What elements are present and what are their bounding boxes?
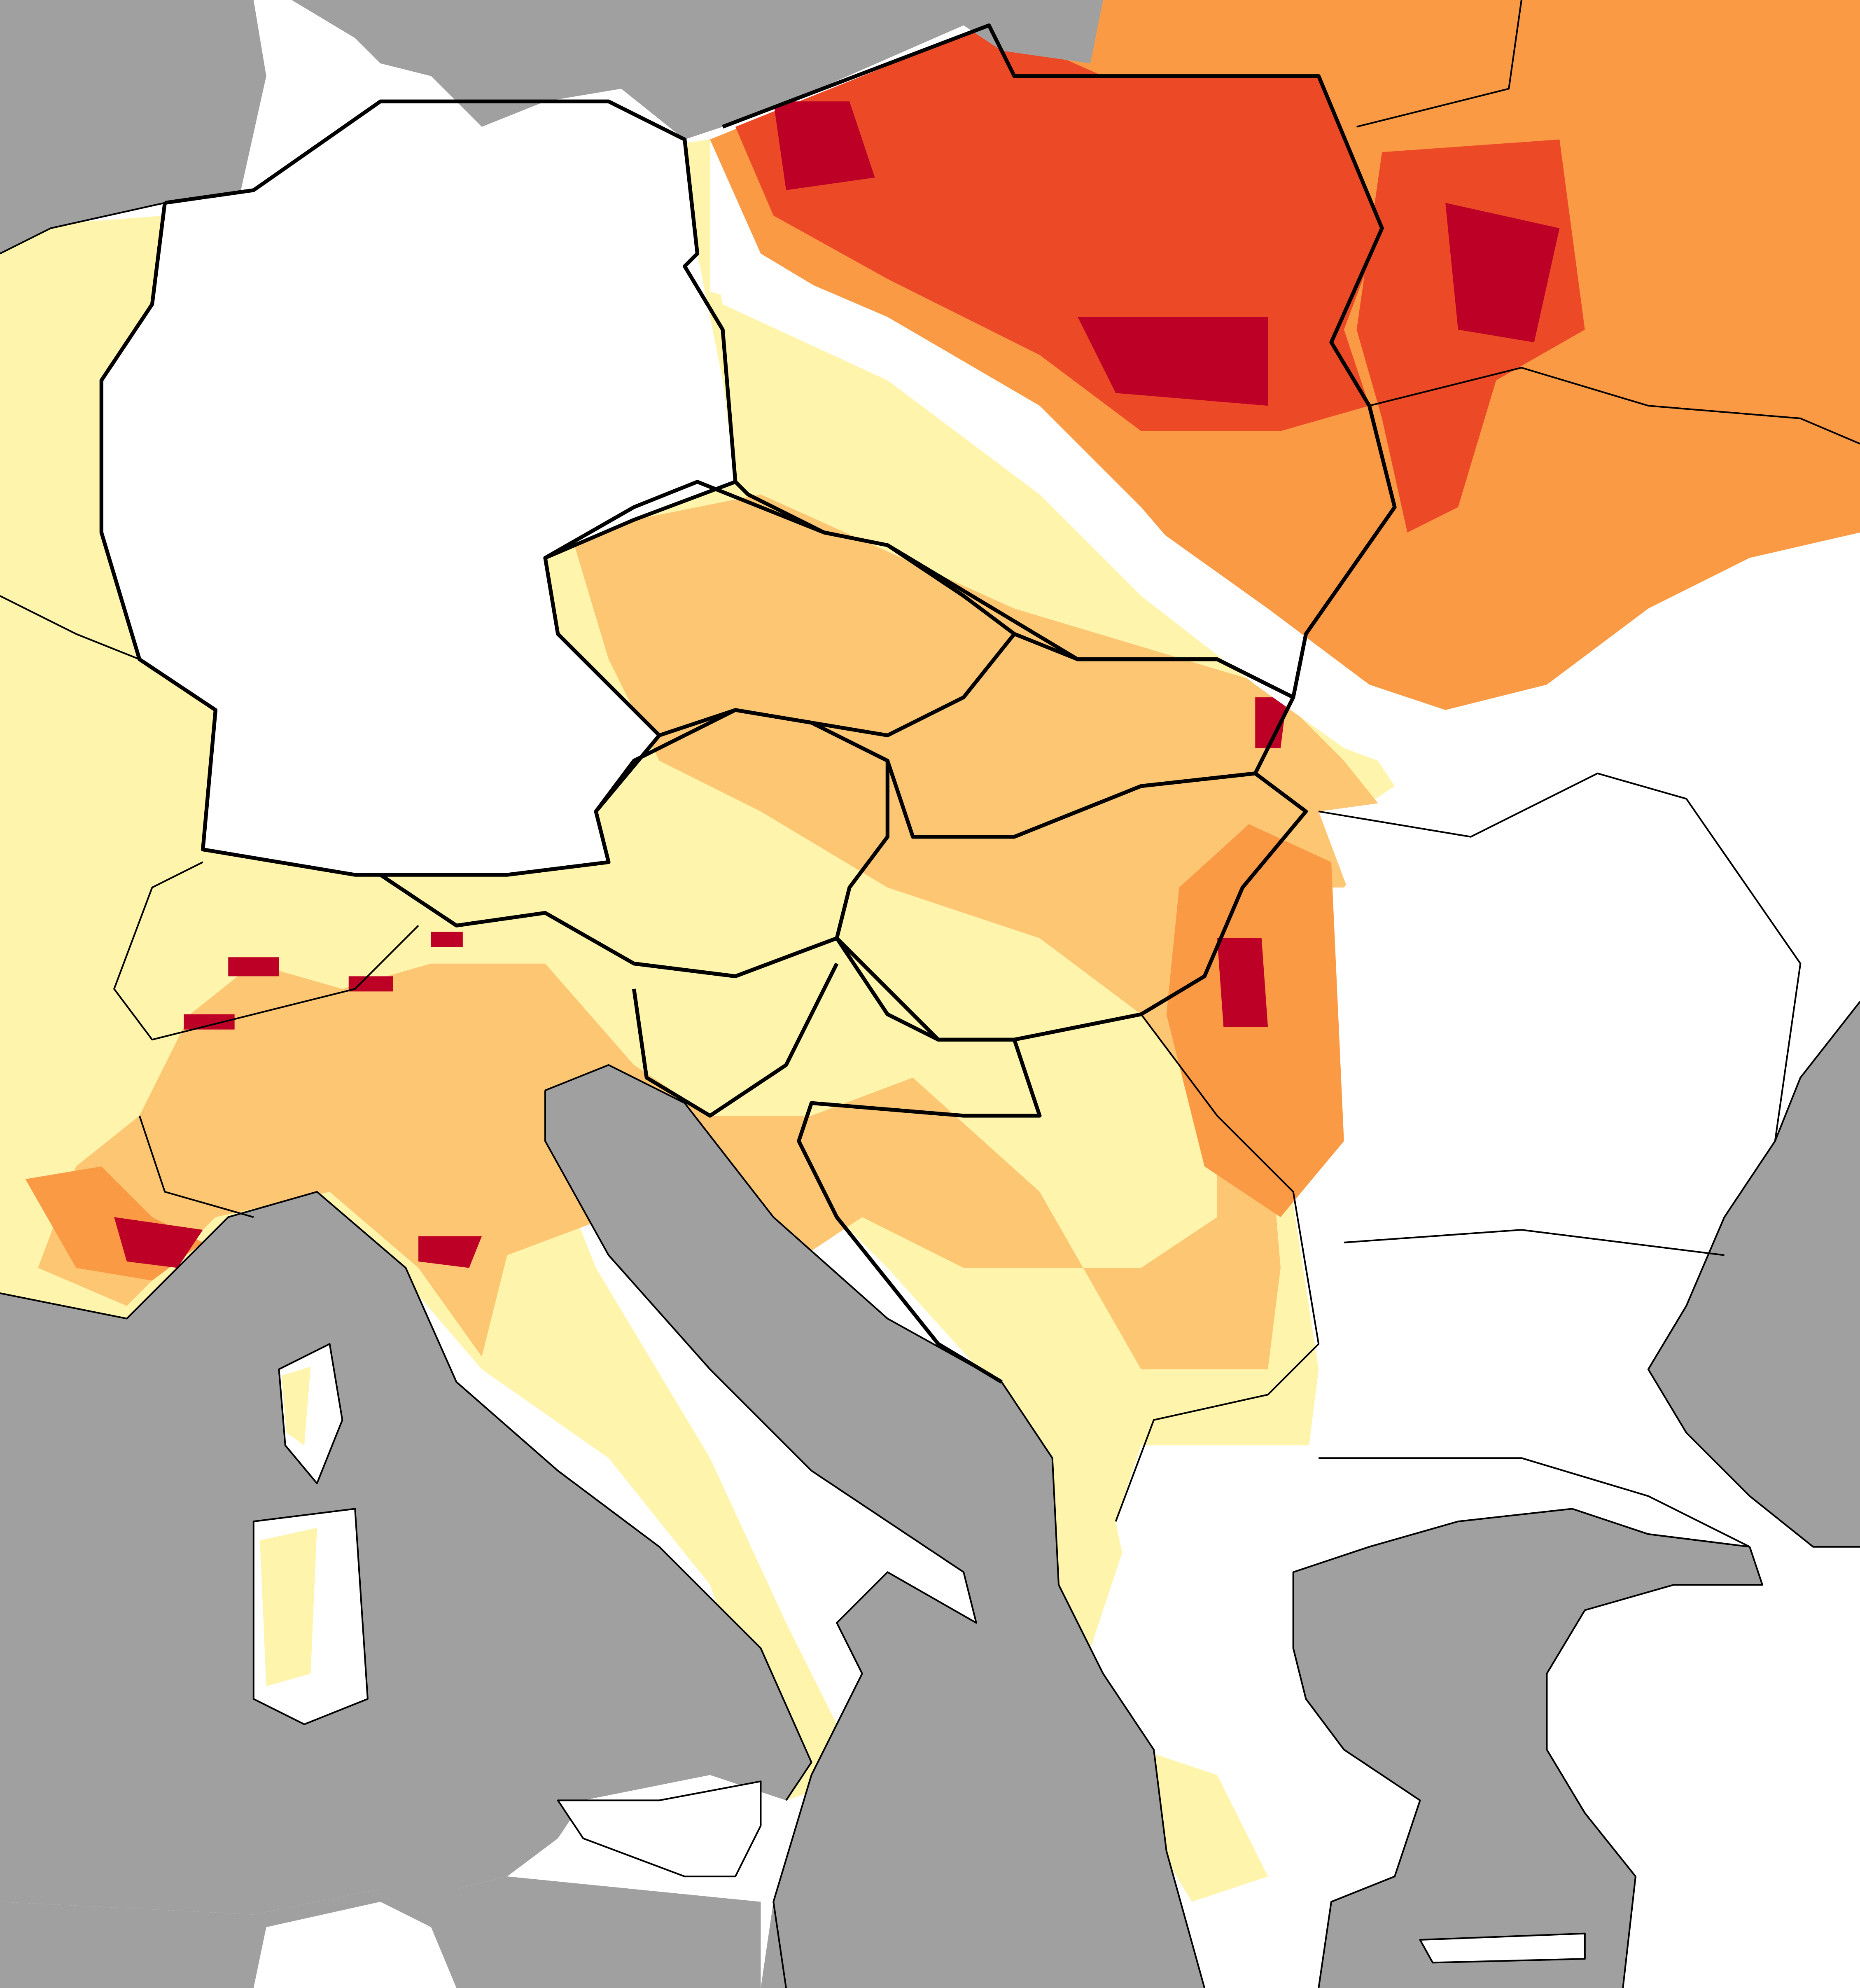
croatia-west xyxy=(632,962,839,1118)
coastline xyxy=(278,1343,343,1484)
thin-borders xyxy=(1369,367,1860,445)
thin-borders xyxy=(113,861,419,1041)
coastline xyxy=(1546,1546,1763,1988)
borders xyxy=(0,0,1860,1548)
heat-extreme xyxy=(1217,938,1268,1027)
heat-extreme xyxy=(773,101,875,190)
adriatic-sea xyxy=(545,1065,1205,1988)
austria-border xyxy=(379,708,889,979)
heat-extreme xyxy=(114,1217,203,1268)
heat-extreme xyxy=(418,1236,482,1268)
thin-borders xyxy=(1318,772,1802,1141)
heat-extreme xyxy=(228,957,279,976)
balkan-low xyxy=(1319,773,1826,1369)
coastlines xyxy=(0,202,1860,1988)
thin-borders xyxy=(1356,0,1522,128)
coastline xyxy=(544,1090,977,1988)
corsica-heat xyxy=(281,1367,311,1446)
north-sea xyxy=(0,0,266,254)
thin-borders xyxy=(1319,1457,1750,1548)
germany-border xyxy=(99,99,737,877)
heat-mid xyxy=(38,494,1395,1369)
germany-low xyxy=(101,101,735,875)
coastline xyxy=(0,1191,812,1801)
thin-borders xyxy=(1014,1013,1320,1522)
coastline xyxy=(557,1780,762,1878)
sicily xyxy=(558,1781,761,1877)
coastline xyxy=(252,1508,369,1725)
mediterranean-sea xyxy=(0,1191,812,1915)
heat-extreme xyxy=(1255,697,1287,748)
black-sea xyxy=(1648,1001,1860,1547)
baltic-sea xyxy=(292,0,1103,140)
slovenia-croatia-border xyxy=(633,936,1042,1384)
aegean-sea xyxy=(1293,1509,1762,1988)
north-africa xyxy=(253,1902,457,1988)
heat-extreme xyxy=(1078,317,1268,406)
heat-extreme xyxy=(1445,203,1560,343)
thin-borders xyxy=(0,595,140,660)
coastline xyxy=(545,1064,1206,1988)
crete xyxy=(1420,1933,1585,1963)
low-band xyxy=(710,241,1496,786)
coastline xyxy=(1292,1508,1750,1988)
thin-borders xyxy=(138,1115,254,1218)
coastline xyxy=(1419,1932,1586,1964)
heat-extreme xyxy=(431,932,463,947)
coastline xyxy=(0,202,165,255)
coastline xyxy=(1647,1001,1860,1548)
sardinia-heat xyxy=(260,1528,317,1687)
thin-borders xyxy=(1344,1229,1725,1256)
heat-extreme xyxy=(184,1014,235,1030)
